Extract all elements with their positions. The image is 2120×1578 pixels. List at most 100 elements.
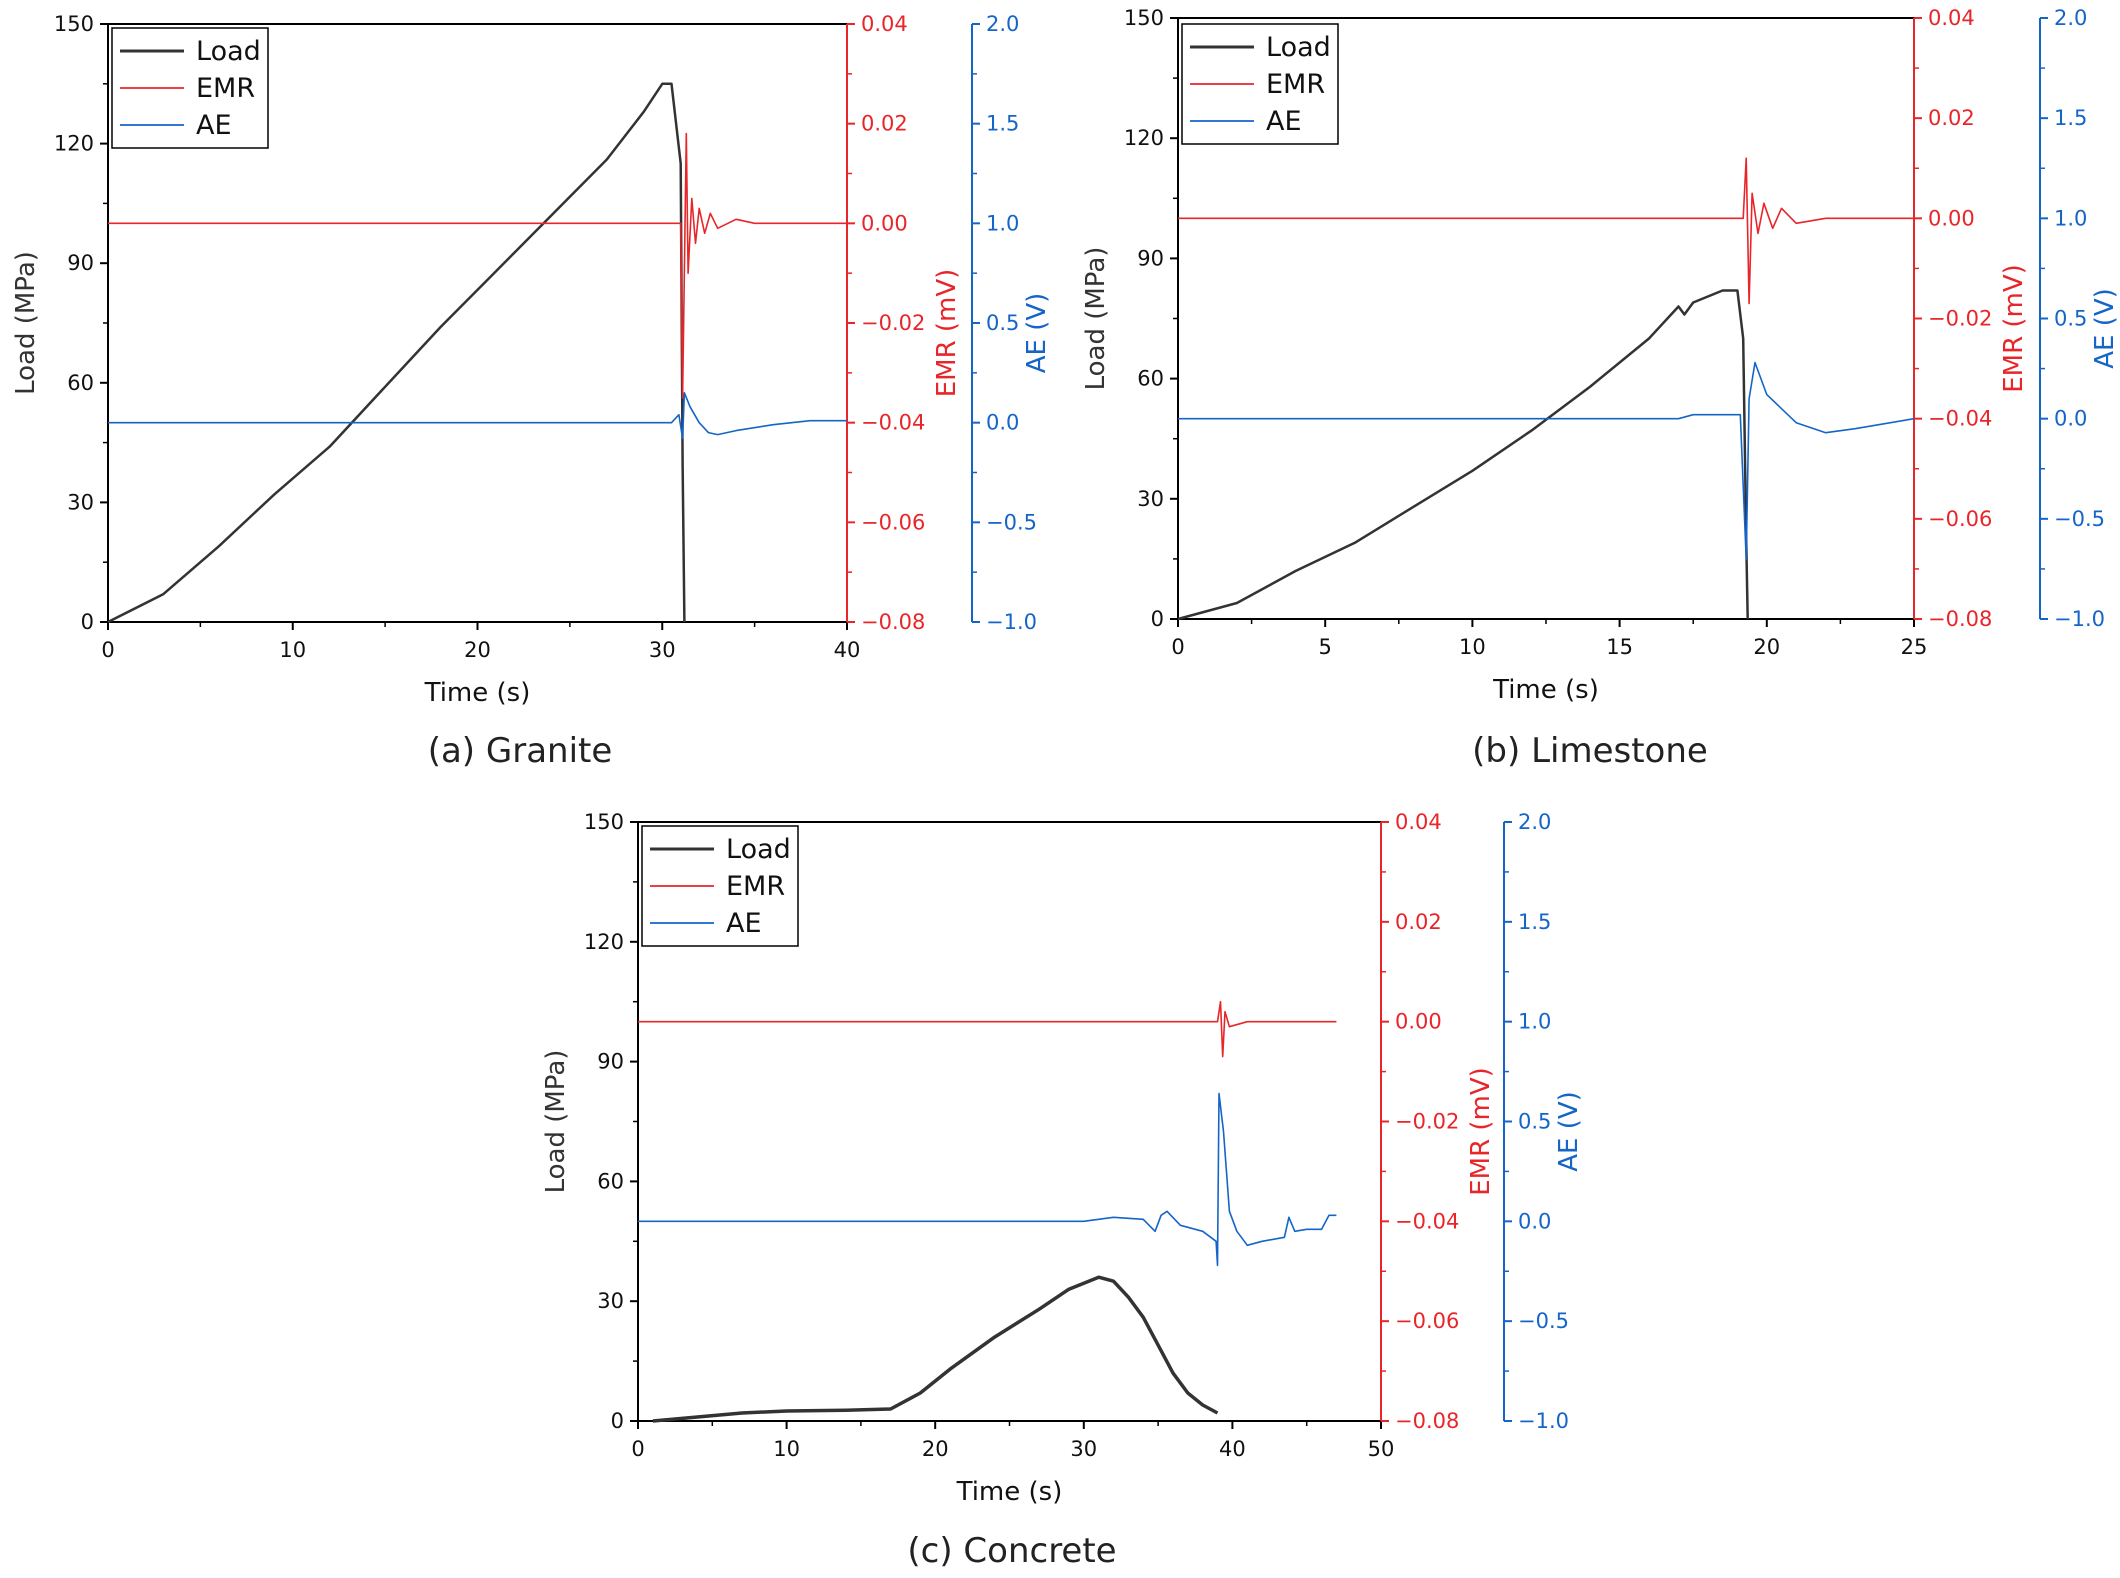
- legend-label-load: Load: [1266, 32, 1331, 63]
- emr-tick-label: 0.04: [1395, 810, 1442, 834]
- load-tick-label: 60: [67, 371, 94, 395]
- legend-label-load: Load: [726, 834, 791, 865]
- series-line-emr: [1178, 157, 1914, 305]
- x-tick-label: 15: [1606, 635, 1633, 659]
- load-tick-label: 120: [1124, 126, 1164, 150]
- panel-caption: (b) Limestone: [1472, 731, 1708, 771]
- legend-label-emr: EMR: [726, 871, 785, 902]
- ae-tick-label: 0.0: [1518, 1209, 1551, 1233]
- x-tick-label: 50: [1368, 1437, 1395, 1461]
- series-line-ae: [108, 392, 847, 440]
- emr-tick-label: 0.02: [1395, 910, 1442, 934]
- emr-tick-label: −0.04: [861, 411, 925, 435]
- ae-tick-label: −0.5: [986, 510, 1037, 534]
- legend-label-load: Load: [196, 36, 261, 67]
- emr-tick-label: −0.02: [1395, 1110, 1459, 1134]
- legend-label-emr: EMR: [196, 73, 255, 104]
- legend-label-ae: AE: [196, 110, 232, 141]
- emr-tick-label: −0.08: [1928, 607, 1992, 631]
- chart-panel-2: 0 5 10 15 20 25 Time (s) 0 30 60 90 120 150 Load (MPa…: [1081, 6, 2120, 771]
- emr-tick-label: 0.00: [1928, 206, 1975, 230]
- ae-tick-label: 1.0: [2054, 206, 2087, 230]
- series-line-ae: [638, 1092, 1337, 1267]
- emr-tick-label: −0.06: [861, 510, 925, 534]
- load-tick-label: 30: [597, 1289, 624, 1313]
- series-line-load: [652, 1275, 1219, 1423]
- load-tick-label: 0: [611, 1409, 624, 1433]
- ae-tick-label: 0.0: [2054, 407, 2087, 431]
- legend: Load EMR AE: [111, 27, 269, 149]
- load-tick-label: 30: [67, 490, 94, 514]
- load-tick-label: 0: [81, 610, 94, 634]
- load-tick-label: 150: [584, 810, 624, 834]
- emr-tick-label: −0.08: [1395, 1409, 1459, 1433]
- emr-tick-label: 0.02: [1928, 106, 1975, 130]
- x-tick-label: 20: [464, 638, 491, 662]
- x-axis-label: Time (s): [956, 1477, 1063, 1507]
- x-tick-label: 40: [834, 638, 861, 662]
- x-tick-label: 40: [1219, 1437, 1246, 1461]
- load-tick-label: 120: [54, 132, 94, 156]
- chart-panel-1: 0 10 20 30 40 Time (s) 0 30 60 90 120 150 Load (MPa)…: [11, 12, 1052, 771]
- x-tick-label: 0: [1171, 635, 1184, 659]
- emr-tick-label: −0.06: [1928, 507, 1992, 531]
- ae-tick-label: −0.5: [2054, 507, 2105, 531]
- chart-panel-3: 0 10 20 30 40 50 Time (s) 0 30 60 90 120 150 Load (MP…: [541, 810, 1584, 1571]
- ae-tick-label: 0.5: [986, 311, 1019, 335]
- x-tick-label: 10: [1459, 635, 1486, 659]
- load-tick-label: 120: [584, 930, 624, 954]
- x-tick-label: 20: [922, 1437, 949, 1461]
- load-axis-label: Load (MPa): [1081, 247, 1111, 391]
- ae-tick-label: 1.5: [2054, 106, 2087, 130]
- ae-tick-label: −1.0: [1518, 1409, 1569, 1433]
- x-tick-label: 10: [773, 1437, 800, 1461]
- ae-tick-label: 0.0: [986, 411, 1019, 435]
- series-line-emr: [638, 1000, 1337, 1058]
- ae-tick-label: 0.5: [2054, 307, 2087, 331]
- ae-tick-label: 1.0: [1518, 1010, 1551, 1034]
- emr-tick-label: 0.04: [861, 12, 908, 36]
- emr-tick-label: 0.00: [1395, 1010, 1442, 1034]
- load-tick-label: 90: [67, 251, 94, 275]
- x-axis-label: Time (s): [1492, 675, 1599, 705]
- ae-tick-label: −0.5: [1518, 1309, 1569, 1333]
- emr-tick-label: −0.02: [861, 311, 925, 335]
- x-tick-label: 0: [101, 638, 114, 662]
- load-axis-label: Load (MPa): [541, 1050, 571, 1194]
- ae-tick-label: −1.0: [986, 610, 1037, 634]
- legend-label-ae: AE: [726, 908, 762, 939]
- emr-tick-label: 0.02: [861, 112, 908, 136]
- ae-axis-label: AE (V): [1554, 1091, 1584, 1172]
- load-tick-label: 0: [1151, 607, 1164, 631]
- ae-tick-label: 1.0: [986, 211, 1019, 235]
- series-line-emr: [108, 132, 847, 399]
- series-line-load: [107, 82, 686, 624]
- legend: Load EMR AE: [641, 825, 799, 947]
- x-tick-label: 0: [631, 1437, 644, 1461]
- x-tick-label: 25: [1901, 635, 1928, 659]
- load-tick-label: 30: [1137, 487, 1164, 511]
- emr-tick-label: −0.04: [1395, 1209, 1459, 1233]
- emr-axis-label: EMR (mV): [1999, 264, 2029, 393]
- series-line-ae: [1178, 361, 1915, 560]
- x-tick-label: 5: [1319, 635, 1332, 659]
- x-axis-label: Time (s): [424, 678, 531, 708]
- ae-tick-label: 1.5: [1518, 910, 1551, 934]
- load-tick-label: 60: [1137, 367, 1164, 391]
- panel-caption: (c) Concrete: [907, 1531, 1116, 1571]
- ae-axis-label: AE (V): [1022, 293, 1052, 374]
- load-tick-label: 90: [1137, 246, 1164, 270]
- load-axis-label: Load (MPa): [11, 251, 41, 395]
- emr-tick-label: 0.04: [1928, 6, 1975, 30]
- x-tick-label: 10: [279, 638, 306, 662]
- ae-tick-label: 1.5: [986, 112, 1019, 136]
- load-tick-label: 90: [597, 1050, 624, 1074]
- legend-label-emr: EMR: [1266, 69, 1325, 100]
- load-tick-label: 150: [54, 12, 94, 36]
- x-tick-label: 20: [1753, 635, 1780, 659]
- load-tick-label: 60: [597, 1169, 624, 1193]
- ae-axis-label: AE (V): [2090, 288, 2120, 369]
- x-tick-label: 30: [649, 638, 676, 662]
- emr-tick-label: −0.08: [861, 610, 925, 634]
